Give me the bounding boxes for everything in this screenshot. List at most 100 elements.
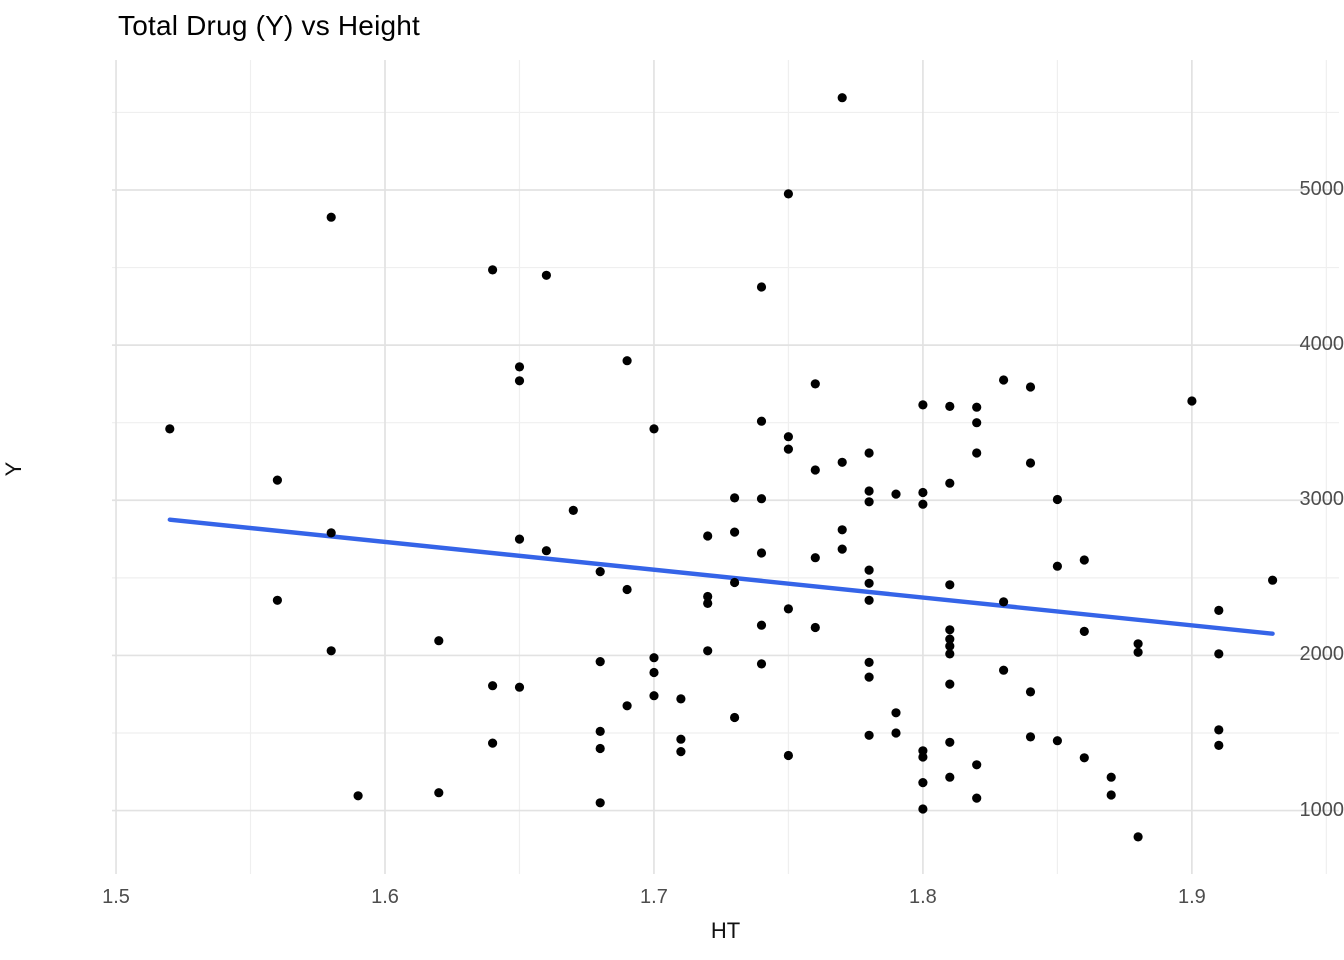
x-tick-label: 1.7 <box>640 886 668 908</box>
data-point <box>541 546 552 556</box>
data-point <box>864 486 874 496</box>
data-point <box>595 743 605 754</box>
data-point <box>1133 639 1143 649</box>
data-point <box>434 788 444 798</box>
data-point <box>837 457 847 467</box>
data-point <box>1214 740 1224 751</box>
data-point <box>783 189 794 199</box>
data-point <box>622 701 632 711</box>
data-point <box>595 726 605 737</box>
data-point <box>622 584 632 595</box>
y-tick-label: 4000 <box>1299 333 1344 356</box>
data-point <box>756 659 767 669</box>
y-tick-label: 1000 <box>1299 798 1344 821</box>
data-point <box>864 497 874 507</box>
data-point <box>891 728 901 738</box>
data-point <box>703 591 713 602</box>
data-point <box>918 752 928 762</box>
data-point <box>972 793 982 803</box>
data-point <box>622 356 632 366</box>
data-point <box>703 646 713 656</box>
data-point <box>891 708 901 718</box>
data-point <box>326 646 336 656</box>
data-point <box>514 376 525 386</box>
data-point <box>1106 772 1116 782</box>
data-point <box>676 734 686 744</box>
data-point <box>945 641 955 651</box>
data-point <box>945 625 955 635</box>
data-point <box>1214 649 1224 659</box>
x-tick-label: 1.9 <box>1177 886 1206 908</box>
data-point <box>810 379 820 389</box>
data-point <box>353 791 363 801</box>
data-point <box>864 448 874 458</box>
data-point <box>568 505 578 515</box>
data-point <box>837 544 847 554</box>
data-point <box>703 531 713 541</box>
data-point <box>1079 626 1089 637</box>
data-point <box>891 489 901 499</box>
data-point <box>918 778 928 788</box>
data-point <box>1052 561 1062 571</box>
x-tick-label: 1.6 <box>371 886 399 908</box>
data-point <box>837 93 847 103</box>
data-point <box>864 730 874 740</box>
data-point <box>1133 647 1143 657</box>
data-point <box>514 682 525 692</box>
data-point <box>1106 790 1116 800</box>
data-point <box>595 657 605 667</box>
data-point <box>783 444 794 454</box>
data-point <box>756 620 767 630</box>
data-point <box>945 478 955 488</box>
data-point <box>272 595 282 605</box>
data-point <box>1025 687 1036 697</box>
x-axis-title: HT <box>710 918 741 943</box>
data-point <box>945 401 955 411</box>
chart-title: Total Drug (Y) vs Height <box>118 10 421 41</box>
data-point <box>972 448 982 458</box>
data-point <box>1133 832 1143 842</box>
data-point <box>165 424 175 434</box>
data-point <box>864 657 874 668</box>
data-point <box>945 679 955 689</box>
data-point <box>514 362 525 372</box>
data-point <box>676 747 686 757</box>
data-point <box>730 577 740 588</box>
data-point <box>676 694 686 704</box>
data-point <box>649 653 659 663</box>
data-point <box>945 772 955 782</box>
data-point <box>837 525 847 535</box>
data-point <box>864 672 874 682</box>
data-point <box>918 804 928 814</box>
y-axis-title: Y <box>1 461 26 477</box>
data-point <box>810 553 820 563</box>
data-point <box>1214 725 1224 735</box>
data-point <box>864 595 874 605</box>
data-point <box>1025 382 1036 392</box>
y-tick-label: 5000 <box>1299 178 1344 200</box>
data-point <box>999 597 1009 607</box>
data-point <box>541 270 552 280</box>
data-point <box>595 567 605 577</box>
data-point <box>945 634 955 644</box>
data-point <box>918 400 928 410</box>
data-point <box>810 622 820 633</box>
trend-line <box>167 517 1275 636</box>
data-point <box>326 528 336 538</box>
data-point <box>488 738 498 748</box>
x-tick-label: 1.5 <box>102 886 130 908</box>
data-point <box>514 534 525 544</box>
data-point <box>1025 732 1036 742</box>
data-point <box>864 565 874 575</box>
data-point <box>730 712 740 723</box>
data-point <box>756 548 767 558</box>
data-point <box>999 375 1009 385</box>
x-tick-label: 1.8 <box>909 886 937 908</box>
data-point <box>756 416 767 426</box>
data-point <box>1268 575 1278 585</box>
data-point <box>864 578 874 588</box>
data-point <box>488 681 498 691</box>
data-point <box>649 667 659 678</box>
data-point <box>972 418 982 428</box>
